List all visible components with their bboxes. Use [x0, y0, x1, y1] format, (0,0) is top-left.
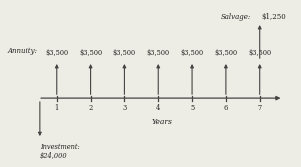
Text: Investment:
$24,000: Investment: $24,000: [40, 143, 79, 160]
Text: $1,250: $1,250: [261, 13, 286, 21]
Text: 2: 2: [88, 104, 93, 112]
Text: 5: 5: [190, 104, 194, 112]
Text: 3: 3: [122, 104, 126, 112]
Text: $3,500: $3,500: [181, 49, 204, 57]
Text: $3,500: $3,500: [147, 49, 170, 57]
Text: Salvage:: Salvage:: [221, 13, 251, 21]
Text: Annuity:: Annuity:: [7, 47, 37, 55]
Text: 6: 6: [224, 104, 228, 112]
Text: $3,500: $3,500: [248, 49, 271, 57]
Text: $3,500: $3,500: [79, 49, 102, 57]
Text: $3,500: $3,500: [45, 49, 68, 57]
Text: Years: Years: [151, 118, 172, 126]
Text: 7: 7: [258, 104, 262, 112]
Text: $3,500: $3,500: [113, 49, 136, 57]
Text: 4: 4: [156, 104, 160, 112]
Text: 1: 1: [55, 104, 59, 112]
Text: $3,500: $3,500: [214, 49, 237, 57]
